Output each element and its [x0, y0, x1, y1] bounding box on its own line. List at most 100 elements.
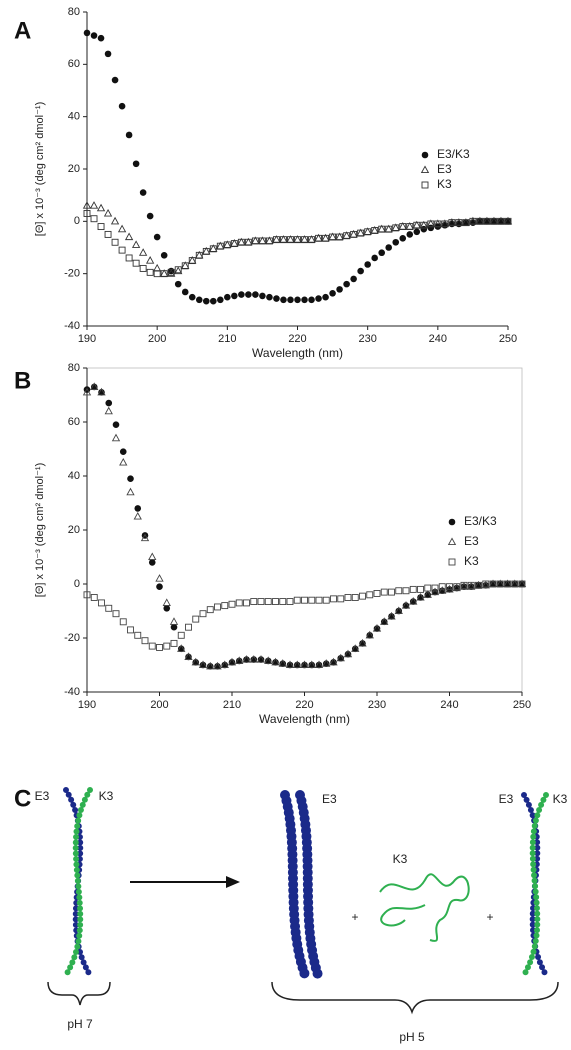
point [301, 296, 308, 304]
point [148, 642, 156, 650]
legend-marker [448, 558, 456, 566]
point [357, 229, 365, 237]
point [250, 598, 258, 605]
point [192, 659, 200, 666]
legend-marker [420, 165, 430, 174]
point [134, 631, 142, 639]
point [308, 661, 316, 669]
point [145, 256, 155, 264]
point [97, 387, 106, 396]
point [453, 583, 461, 591]
point [364, 228, 372, 236]
point [438, 583, 446, 591]
point [181, 288, 189, 296]
point [441, 220, 449, 228]
point [112, 610, 120, 618]
point [118, 102, 126, 110]
point [125, 131, 133, 139]
random-coil [379, 873, 470, 942]
point [90, 594, 98, 601]
point [235, 656, 244, 664]
point [364, 261, 371, 268]
point [127, 626, 134, 634]
point [82, 201, 92, 209]
point [198, 660, 208, 669]
strand-label: K3 [553, 792, 568, 806]
point [308, 236, 315, 244]
point [427, 224, 435, 232]
point [104, 50, 112, 58]
point [131, 240, 141, 248]
point [399, 223, 407, 231]
legend-marker [448, 518, 456, 526]
point [206, 606, 214, 614]
point [402, 602, 410, 609]
point [202, 297, 210, 305]
point [111, 433, 121, 442]
point [380, 618, 388, 626]
point [264, 598, 272, 605]
point [446, 583, 453, 591]
y-tick-label: -20 [64, 268, 80, 280]
point [366, 632, 374, 639]
point [329, 289, 336, 297]
point [373, 590, 381, 597]
point [156, 644, 163, 651]
point [308, 296, 315, 304]
point [483, 218, 491, 225]
point [417, 585, 424, 593]
point [378, 225, 386, 233]
point [293, 660, 302, 669]
point [177, 631, 185, 639]
point [448, 219, 456, 227]
y-tick-label: 40 [68, 470, 80, 482]
point [315, 661, 323, 669]
point [445, 584, 454, 593]
point [301, 236, 308, 244]
condition-label: pH 5 [399, 1030, 425, 1044]
point [231, 292, 238, 300]
point [322, 234, 330, 242]
point [103, 208, 113, 217]
point [117, 224, 127, 233]
point [497, 217, 505, 225]
point [337, 654, 345, 662]
point [387, 611, 396, 620]
point [162, 598, 171, 606]
point [359, 640, 366, 647]
point [97, 34, 105, 42]
point [337, 595, 345, 603]
point [359, 592, 366, 600]
x-tick-label: 200 [148, 333, 166, 345]
point [252, 291, 259, 298]
point [174, 266, 182, 274]
point [90, 382, 99, 390]
y-tick-label: 80 [68, 6, 80, 18]
point [170, 623, 178, 631]
panel-label: C [14, 785, 31, 812]
point [490, 218, 498, 225]
point [475, 581, 482, 589]
helix-strand [63, 787, 93, 978]
point [273, 295, 280, 302]
point [185, 623, 192, 631]
point [452, 583, 461, 592]
point [206, 663, 214, 670]
point [395, 587, 403, 595]
point [357, 267, 364, 275]
point [163, 642, 171, 650]
y-tick-label: 20 [68, 524, 80, 536]
strand-label: K3 [99, 789, 114, 803]
point [358, 638, 367, 647]
point [280, 296, 287, 304]
bundle-strand [280, 790, 310, 980]
plus: + [351, 910, 358, 924]
legend-label: E3/K3 [437, 147, 470, 161]
x-tick-label: 210 [218, 333, 236, 345]
point [286, 661, 294, 669]
point [132, 160, 140, 168]
point [300, 660, 309, 669]
point [111, 238, 119, 246]
point [489, 580, 497, 588]
x-tick-label: 250 [499, 333, 517, 345]
